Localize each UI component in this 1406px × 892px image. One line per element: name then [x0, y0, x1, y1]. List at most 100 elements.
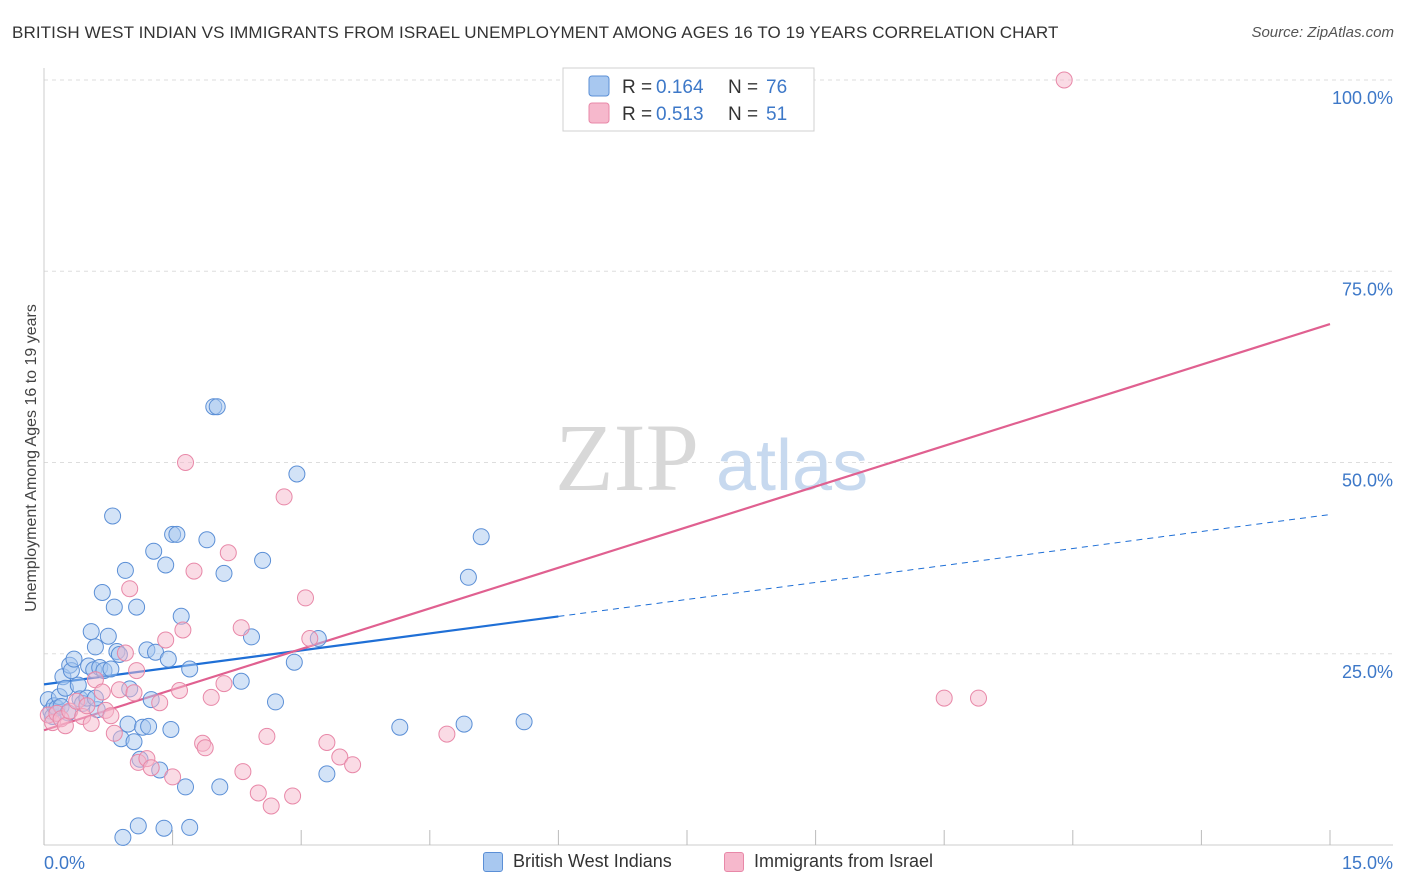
data-point-blue: [82, 623, 100, 641]
data-point-pink: [1055, 71, 1073, 89]
data-point-pink: [301, 630, 319, 647]
x-tick-label: 0.0%: [44, 853, 85, 873]
data-point-blue: [155, 819, 173, 837]
x-tick-label: 15.0%: [1342, 853, 1393, 873]
legend-n-label-blue: N =: [728, 77, 758, 98]
y-tick-label: 100.0%: [1332, 88, 1393, 108]
data-point-blue: [104, 507, 122, 525]
data-point-pink: [128, 662, 146, 680]
data-point-pink: [344, 756, 362, 774]
data-point-pink: [202, 688, 220, 706]
data-point-blue: [285, 653, 303, 671]
data-point-pink: [125, 684, 143, 702]
data-point-pink: [151, 694, 169, 712]
series-legend: British West Indians Immigrants from Isr…: [0, 851, 1406, 877]
data-point-blue: [181, 818, 199, 836]
data-point-pink: [93, 683, 111, 701]
data-point-blue: [267, 693, 284, 711]
legend-r-value-pink: 0.513: [656, 104, 704, 125]
data-point-blue: [181, 660, 199, 678]
chart-title: BRITISH WEST INDIAN VS IMMIGRANTS FROM I…: [12, 23, 1059, 42]
data-point-pink: [164, 768, 182, 786]
data-point-pink: [275, 488, 293, 506]
data-point-blue: [65, 650, 83, 668]
data-point-pink: [185, 562, 203, 580]
y-tick-label: 75.0%: [1342, 279, 1393, 299]
legend-n-value-pink: 51: [766, 104, 787, 125]
data-point-blue: [215, 564, 233, 582]
data-point-blue: [93, 584, 111, 601]
trend-line-pink: [43, 322, 1331, 732]
watermark-atlas: atlas: [716, 426, 868, 506]
data-point-blue: [177, 778, 194, 796]
data-point-pink: [105, 724, 123, 742]
data-point-blue: [86, 638, 104, 656]
legend-label-british-west-indians: British West Indians: [513, 851, 672, 871]
data-point-pink: [215, 675, 233, 693]
data-point-blue: [318, 765, 336, 783]
data-point-pink: [249, 784, 267, 802]
data-point-pink: [258, 727, 276, 745]
data-point-blue: [128, 598, 146, 616]
data-point-pink: [935, 689, 953, 707]
data-point-blue: [254, 551, 272, 569]
legend-swatch-british-west-indians: [483, 851, 503, 872]
correlation-legend: R = 0.164 N = 76 R = 0.513 N = 51: [562, 67, 815, 132]
data-point-blue: [157, 556, 175, 574]
legend-item-immigrants-from-israel[interactable]: Immigrants from Israel: [724, 851, 933, 872]
data-point-blue: [145, 542, 163, 560]
gridlines: [44, 79, 1393, 655]
data-point-pink: [102, 707, 120, 725]
data-point-pink: [284, 787, 302, 805]
data-point-pink: [318, 734, 336, 751]
data-point-blue: [116, 561, 134, 579]
data-point-blue: [459, 568, 477, 586]
data-point-blue: [119, 715, 137, 733]
data-point-pink: [262, 797, 280, 815]
data-point-pink: [157, 631, 175, 649]
data-point-pink: [110, 681, 128, 699]
source-label: Source: ZipAtlas.com: [1251, 24, 1394, 41]
data-point-blue: [162, 721, 180, 738]
data-point-blue: [114, 828, 132, 846]
legend-r-label-pink: R =: [622, 104, 652, 125]
data-point-blue: [198, 531, 216, 549]
y-tick-label: 50.0%: [1342, 471, 1393, 491]
trend-line-dashed-blue: [558, 514, 1331, 617]
tick-labels: 25.0% 50.0% 75.0% 100.0% 0.0% 15.0%: [44, 88, 1393, 873]
legend-r-label-blue: R =: [622, 77, 652, 98]
data-point-blue: [140, 717, 158, 735]
legend-swatch-immigrants-from-israel: [724, 851, 744, 872]
data-point-pink: [331, 748, 349, 766]
legend-swatch-blue: [588, 75, 610, 97]
data-point-pink: [438, 725, 456, 743]
data-points: [39, 71, 1073, 846]
data-point-blue: [159, 650, 177, 668]
data-point-pink: [82, 714, 100, 732]
data-point-pink: [232, 619, 250, 637]
trend-lines: [43, 322, 1331, 732]
data-point-pink: [116, 644, 134, 662]
legend-item-british-west-indians[interactable]: British West Indians: [483, 851, 672, 872]
data-point-blue: [102, 660, 120, 678]
data-point-pink: [970, 689, 987, 707]
data-point-pink: [196, 739, 214, 757]
data-point-pink: [171, 682, 188, 699]
data-point-pink: [78, 697, 96, 715]
watermark: ZIP atlas: [555, 404, 868, 511]
data-point-blue: [168, 525, 186, 543]
legend-r-value-blue: 0.164: [656, 77, 704, 98]
data-point-blue: [129, 817, 147, 835]
data-point-blue: [472, 528, 490, 546]
legend-swatch-pink: [588, 102, 610, 124]
data-point-pink: [174, 621, 192, 639]
data-point-pink: [234, 763, 252, 781]
data-point-blue: [515, 713, 533, 731]
data-point-pink: [56, 717, 74, 735]
data-point-blue: [105, 598, 123, 616]
data-point-blue: [288, 465, 306, 483]
data-point-pink: [177, 454, 194, 471]
data-point-pink: [121, 580, 139, 598]
data-point-blue: [99, 627, 117, 645]
